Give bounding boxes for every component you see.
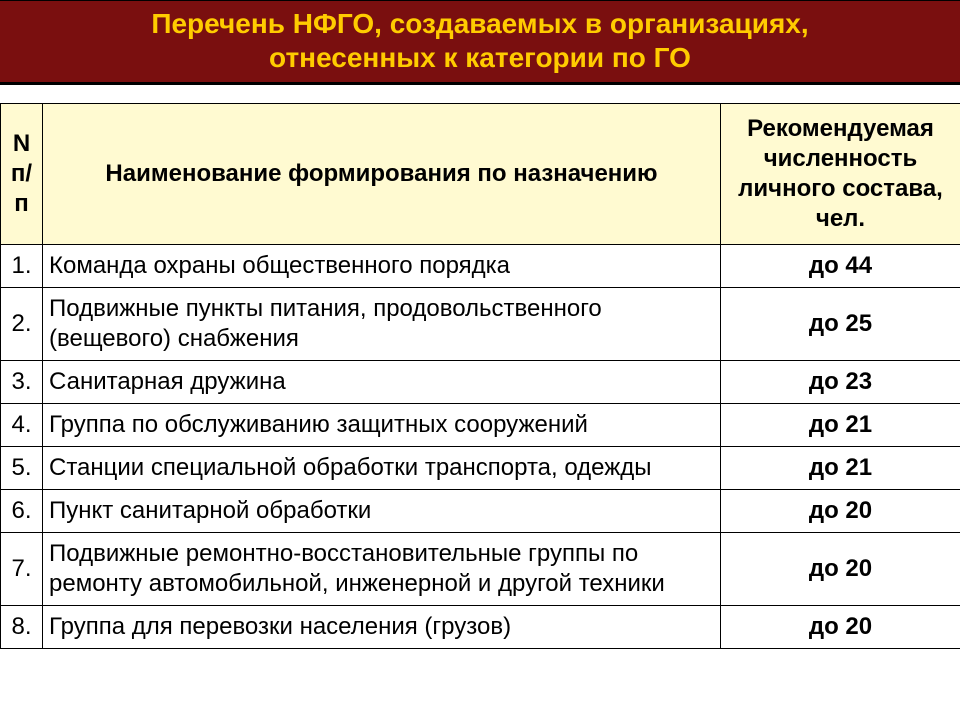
cell-name: Команда охраны общественного порядка [43,245,721,288]
title-band: Перечень НФГО, создаваемых в организация… [0,0,960,85]
table-row: 6. Пункт санитарной обработки до 20 [1,490,960,533]
cell-count: до 20 [721,533,960,606]
cell-count: до 20 [721,490,960,533]
table-container: N п/п Наименование формирования по назна… [0,103,960,649]
cell-name: Группа для перевозки населения (грузов) [43,606,721,649]
title-line-1: Перечень НФГО, создаваемых в организация… [20,7,940,41]
cell-num: 3. [1,361,43,404]
table-row: 1. Команда охраны общественного порядка … [1,245,960,288]
cell-count: до 23 [721,361,960,404]
table-row: 5. Станции специальной обработки транспо… [1,447,960,490]
cell-name: Группа по обслуживанию защитных сооружен… [43,404,721,447]
cell-num: 6. [1,490,43,533]
table-row: 3. Санитарная дружина до 23 [1,361,960,404]
cell-num: 1. [1,245,43,288]
cell-num: 4. [1,404,43,447]
cell-count: до 44 [721,245,960,288]
table-row: 4. Группа по обслуживанию защитных соору… [1,404,960,447]
cell-count: до 21 [721,447,960,490]
cell-num: 8. [1,606,43,649]
cell-num: 2. [1,288,43,361]
cell-count: до 25 [721,288,960,361]
col-header-count: Рекомендуемая численность личного состав… [721,104,960,245]
cell-count: до 20 [721,606,960,649]
cell-num: 5. [1,447,43,490]
cell-name: Санитарная дружина [43,361,721,404]
table-row: 8. Группа для перевозки населения (грузо… [1,606,960,649]
table-header-row: N п/п Наименование формирования по назна… [1,104,960,245]
col-header-name: Наименование формирования по назначению [43,104,721,245]
cell-name: Станции специальной обработки транспорта… [43,447,721,490]
cell-name: Пункт санитарной обработки [43,490,721,533]
cell-name: Подвижные пункты питания, продовольствен… [43,288,721,361]
formations-table: N п/п Наименование формирования по назна… [0,103,960,649]
table-row: 2. Подвижные пункты питания, продовольст… [1,288,960,361]
cell-name: Подвижные ремонтно-восстановительные гру… [43,533,721,606]
title-line-2: отнесенных к категории по ГО [20,41,940,75]
cell-count: до 21 [721,404,960,447]
col-header-num: N п/п [1,104,43,245]
cell-num: 7. [1,533,43,606]
table-row: 7. Подвижные ремонтно-восстановительные … [1,533,960,606]
